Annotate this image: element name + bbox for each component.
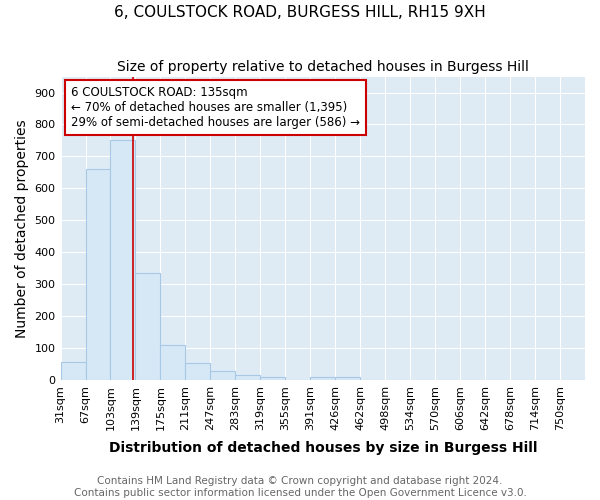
Bar [160, 346, 185, 380]
Bar [61, 362, 86, 380]
X-axis label: Distribution of detached houses by size in Burgess Hill: Distribution of detached houses by size … [109, 441, 537, 455]
Bar [110, 140, 136, 380]
Bar [335, 378, 360, 380]
Bar [136, 273, 160, 380]
Text: Contains HM Land Registry data © Crown copyright and database right 2024.
Contai: Contains HM Land Registry data © Crown c… [74, 476, 526, 498]
Bar [211, 372, 235, 380]
Title: Size of property relative to detached houses in Burgess Hill: Size of property relative to detached ho… [117, 60, 529, 74]
Text: 6, COULSTOCK ROAD, BURGESS HILL, RH15 9XH: 6, COULSTOCK ROAD, BURGESS HILL, RH15 9X… [114, 5, 486, 20]
Y-axis label: Number of detached properties: Number of detached properties [15, 119, 29, 338]
Bar [260, 376, 286, 380]
Bar [86, 169, 110, 380]
Bar [185, 364, 211, 380]
Text: 6 COULSTOCK ROAD: 135sqm
← 70% of detached houses are smaller (1,395)
29% of sem: 6 COULSTOCK ROAD: 135sqm ← 70% of detach… [71, 86, 360, 128]
Bar [310, 378, 335, 380]
Bar [235, 375, 260, 380]
